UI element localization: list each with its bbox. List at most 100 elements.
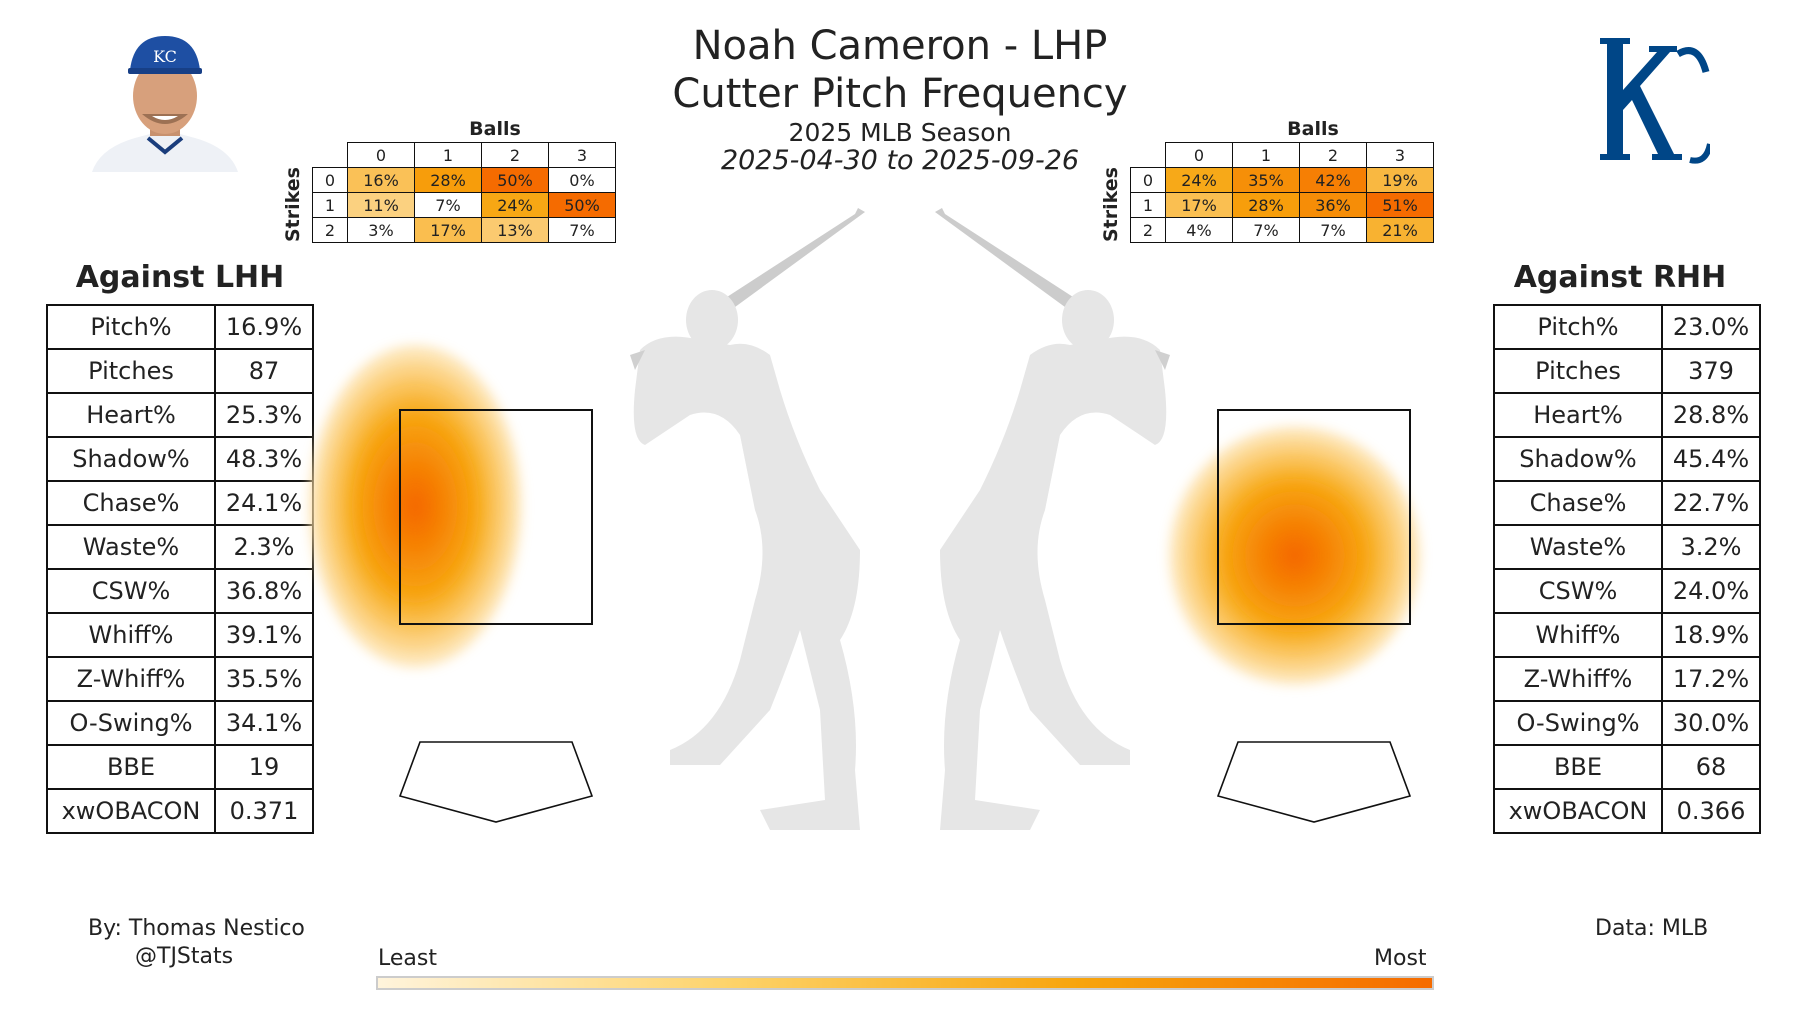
stat-label: Pitch% bbox=[1493, 304, 1663, 350]
stat-row: Pitch% 23.0% bbox=[1493, 304, 1761, 350]
player-headshot: KC bbox=[90, 30, 240, 172]
stat-label: Pitches bbox=[46, 348, 216, 394]
stat-value: 30.0% bbox=[1661, 700, 1761, 746]
ball-count-header: 2 bbox=[1299, 142, 1367, 168]
count-cell: 24% bbox=[481, 192, 549, 218]
stat-label: Whiff% bbox=[46, 612, 216, 658]
density-contour bbox=[1282, 542, 1308, 569]
rhh-title: Against RHH bbox=[1513, 260, 1727, 295]
stat-label: xwOBACON bbox=[46, 788, 216, 834]
svg-text:KC: KC bbox=[153, 47, 177, 66]
ball-count-header: 3 bbox=[548, 142, 616, 168]
count-cell: 28% bbox=[414, 167, 482, 193]
stat-value: 379 bbox=[1661, 348, 1761, 394]
stat-row: Pitch% 16.9% bbox=[46, 304, 314, 350]
stat-label: CSW% bbox=[1493, 568, 1663, 614]
stat-value: 39.1% bbox=[214, 612, 314, 658]
stat-value: 87 bbox=[214, 348, 314, 394]
chart-subtitle: Cutter Pitch Frequency bbox=[672, 71, 1128, 117]
count-cell: 50% bbox=[481, 167, 549, 193]
count-cell: 17% bbox=[1165, 192, 1233, 218]
stat-value: 48.3% bbox=[214, 436, 314, 482]
stat-value: 18.9% bbox=[1661, 612, 1761, 658]
stat-row: Shadow% 45.4% bbox=[1493, 436, 1761, 482]
stat-row: Chase% 24.1% bbox=[46, 480, 314, 526]
count-table-rhh: 0 1 2 3 0 24% 35% 42% 19% 1 17% 28% 36% … bbox=[1130, 142, 1434, 243]
stat-value: 16.9% bbox=[214, 304, 314, 350]
stat-label: xwOBACON bbox=[1493, 788, 1663, 834]
stat-label: Z-Whiff% bbox=[1493, 656, 1663, 702]
home-plate-rhh bbox=[1216, 741, 1412, 823]
stat-label: Z-Whiff% bbox=[46, 656, 216, 702]
season-label: 2025 MLB Season bbox=[788, 118, 1012, 147]
count-cell: 21% bbox=[1366, 217, 1434, 243]
count-cell: 28% bbox=[1232, 192, 1300, 218]
density-contour bbox=[404, 490, 426, 523]
stat-label: Chase% bbox=[46, 480, 216, 526]
stat-row: Z-Whiff% 35.5% bbox=[46, 656, 314, 702]
batter-silhouette-right bbox=[935, 208, 1170, 830]
strike-count-header: 0 bbox=[1130, 167, 1166, 193]
stat-label: Waste% bbox=[46, 524, 216, 570]
strike-count-header: 2 bbox=[312, 217, 348, 243]
stat-row: CSW% 36.8% bbox=[46, 568, 314, 614]
stat-label: BBE bbox=[46, 744, 216, 790]
stat-value: 24.0% bbox=[1661, 568, 1761, 614]
stat-label: BBE bbox=[1493, 744, 1663, 790]
stat-label: Waste% bbox=[1493, 524, 1663, 570]
kc-royals-logo bbox=[1600, 38, 1710, 164]
count-cell: 17% bbox=[414, 217, 482, 243]
legend-least-label: Least bbox=[378, 946, 437, 971]
stat-row: xwOBACON 0.371 bbox=[46, 788, 314, 834]
strike-count-header: 0 bbox=[312, 167, 348, 193]
stat-value: 45.4% bbox=[1661, 436, 1761, 482]
count-cell: 24% bbox=[1165, 167, 1233, 193]
stat-value: 34.1% bbox=[214, 700, 314, 746]
stat-value: 28.8% bbox=[1661, 392, 1761, 438]
stat-label: Pitch% bbox=[46, 304, 216, 350]
ball-count-header: 3 bbox=[1366, 142, 1434, 168]
stat-label: Whiff% bbox=[1493, 612, 1663, 658]
stat-row: CSW% 24.0% bbox=[1493, 568, 1761, 614]
count-cell: 3% bbox=[347, 217, 415, 243]
stat-value: 35.5% bbox=[214, 656, 314, 702]
stat-value: 19 bbox=[214, 744, 314, 790]
stat-row: BBE 19 bbox=[46, 744, 314, 790]
stat-value: 23.0% bbox=[1661, 304, 1761, 350]
batter-silhouette-left bbox=[630, 208, 865, 830]
location-chart bbox=[309, 208, 1420, 830]
stat-value: 22.7% bbox=[1661, 480, 1761, 526]
count-cell: 13% bbox=[481, 217, 549, 243]
stat-row: BBE 68 bbox=[1493, 744, 1761, 790]
count-cell: 51% bbox=[1366, 192, 1434, 218]
date-range: 2025-04-30 to 2025-09-26 bbox=[720, 145, 1080, 176]
stat-label: Heart% bbox=[46, 392, 216, 438]
count-cell: 0% bbox=[548, 167, 616, 193]
author-handle: @TJStats bbox=[135, 944, 234, 969]
author-credit: By: Thomas Nestico bbox=[88, 916, 305, 941]
stat-label: O-Swing% bbox=[46, 700, 216, 746]
stat-value: 0.371 bbox=[214, 788, 314, 834]
stat-label: Chase% bbox=[1493, 480, 1663, 526]
count-cell: 35% bbox=[1232, 167, 1300, 193]
stat-value: 68 bbox=[1661, 744, 1761, 790]
stat-row: Heart% 25.3% bbox=[46, 392, 314, 438]
strike-count-header: 2 bbox=[1130, 217, 1166, 243]
count-cell: 36% bbox=[1299, 192, 1367, 218]
heatmap-rhh bbox=[1170, 427, 1420, 684]
stat-label: Shadow% bbox=[1493, 436, 1663, 482]
count-cell: 7% bbox=[548, 217, 616, 243]
heatmap-lhh bbox=[309, 345, 521, 667]
strike-zone-lhh bbox=[399, 409, 593, 625]
stat-label: Heart% bbox=[1493, 392, 1663, 438]
stat-row: Waste% 2.3% bbox=[46, 524, 314, 570]
balls-label-lhh: Balls bbox=[469, 118, 521, 140]
count-cell: 19% bbox=[1366, 167, 1434, 193]
stat-value: 2.3% bbox=[214, 524, 314, 570]
ball-count-header: 2 bbox=[481, 142, 549, 168]
count-table-lhh: 0 1 2 3 0 16% 28% 50% 0% 1 11% 7% 24% 50… bbox=[312, 142, 616, 243]
stat-label: Shadow% bbox=[46, 436, 216, 482]
stat-value: 0.366 bbox=[1661, 788, 1761, 834]
stats-table-lhh: Pitch% 16.9% Pitches 87 Heart% 25.3% Shadow% 48… bbox=[46, 304, 314, 834]
stat-value: 36.8% bbox=[214, 568, 314, 614]
